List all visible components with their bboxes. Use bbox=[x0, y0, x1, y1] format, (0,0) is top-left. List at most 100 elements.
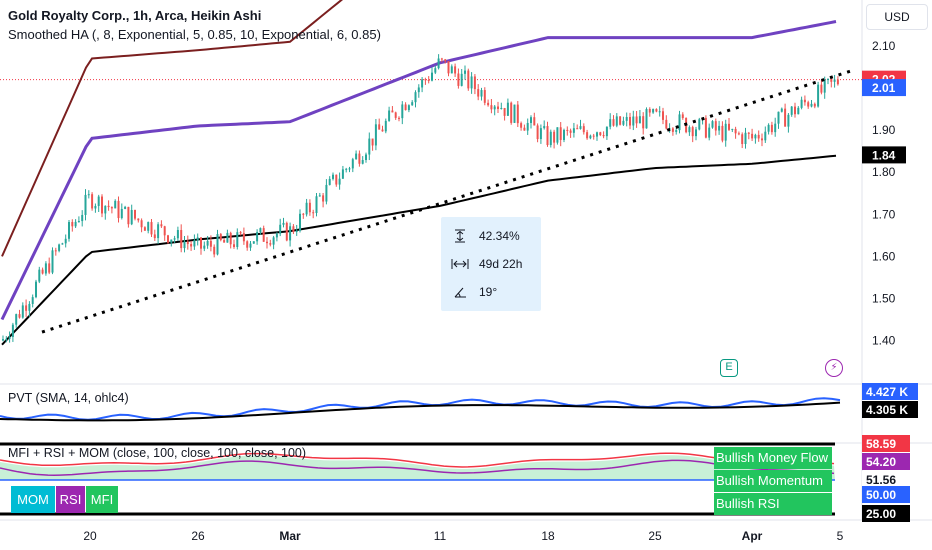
indicator-smoothed-ha-title[interactable]: Smoothed HA (, 8, Exponential, 5, 0.85, … bbox=[8, 27, 381, 42]
bear-candle bbox=[312, 212, 315, 214]
bear-candle bbox=[728, 123, 730, 130]
bull-candle bbox=[8, 337, 11, 339]
bull-candle bbox=[252, 241, 255, 244]
bull-candle bbox=[318, 195, 321, 197]
bull-candle bbox=[170, 239, 173, 243]
bear-candle bbox=[209, 240, 212, 247]
bull-candle bbox=[421, 79, 424, 88]
bull-candle bbox=[797, 107, 800, 115]
bull-candle bbox=[774, 123, 777, 133]
bear-candle bbox=[143, 227, 146, 231]
bull-candle bbox=[549, 131, 552, 146]
indicator-mfi-title[interactable]: MFI + RSI + MOM (close, 100, close, 100,… bbox=[8, 446, 307, 460]
bull-candle bbox=[130, 209, 133, 225]
bull-candle bbox=[513, 104, 516, 123]
bear-candle bbox=[566, 129, 569, 131]
price-label-bg bbox=[862, 146, 906, 164]
badge-rsi: Bullish RSI bbox=[714, 493, 832, 515]
bull-candle bbox=[632, 116, 635, 126]
dividend-event-icon[interactable]: ⚡ bbox=[825, 359, 843, 377]
bull-candle bbox=[203, 245, 206, 249]
bull-candle bbox=[114, 200, 117, 209]
bear-candle bbox=[246, 241, 249, 248]
bear-candle bbox=[186, 241, 189, 245]
price-label: 1.84 bbox=[872, 148, 896, 162]
price-label-bg bbox=[862, 79, 906, 97]
bull-candle bbox=[87, 194, 90, 196]
bull-candle bbox=[51, 250, 54, 273]
bull-candle bbox=[414, 92, 417, 103]
bear-candle bbox=[269, 243, 272, 245]
bear-candle bbox=[497, 106, 499, 109]
bull-candle bbox=[526, 122, 529, 131]
bear-candle bbox=[424, 79, 427, 81]
angle-icon bbox=[451, 283, 469, 301]
time-tick-label: 26 bbox=[191, 529, 205, 543]
osc-label: 50.00 bbox=[866, 488, 896, 502]
bear-candle bbox=[635, 116, 638, 124]
time-tick-label: 25 bbox=[648, 529, 662, 543]
time-tick-label: 5 bbox=[837, 529, 844, 543]
bear-candle bbox=[523, 127, 526, 131]
bull-candle bbox=[249, 243, 252, 248]
bull-candle bbox=[724, 123, 727, 141]
bear-candle bbox=[127, 206, 130, 225]
bear-candle bbox=[358, 153, 361, 164]
bull-candle bbox=[708, 127, 711, 138]
bull-candle bbox=[305, 202, 308, 215]
bull-candle bbox=[638, 116, 641, 124]
bear-candle bbox=[741, 134, 744, 145]
bear-candle bbox=[704, 117, 707, 138]
bull-candle bbox=[493, 106, 496, 110]
bear-candle bbox=[836, 79, 839, 85]
earnings-event-icon[interactable]: E bbox=[720, 359, 738, 377]
bear-candle bbox=[335, 174, 338, 185]
pvt-line bbox=[0, 397, 841, 421]
time-tick-label: 18 bbox=[541, 529, 555, 543]
bear-candle bbox=[487, 102, 490, 106]
bear-candle bbox=[734, 128, 737, 134]
bull-candle bbox=[530, 117, 532, 123]
legend-mom: MOM bbox=[11, 486, 55, 513]
bull-candle bbox=[470, 76, 473, 89]
bear-candle bbox=[457, 73, 460, 86]
bear-candle bbox=[483, 90, 486, 103]
bull-candle bbox=[539, 128, 542, 140]
measure-price-change: 42.34% bbox=[479, 229, 520, 243]
osc-label-bg bbox=[862, 505, 910, 522]
bull-candle bbox=[615, 116, 618, 126]
measure-price-row: 42.34% bbox=[451, 227, 520, 245]
price-tick-label: 2.10 bbox=[872, 39, 896, 53]
bull-candle bbox=[431, 72, 433, 81]
currency-button[interactable]: USD bbox=[866, 4, 928, 30]
bull-candle bbox=[74, 221, 77, 227]
bear-candle bbox=[553, 131, 556, 143]
bear-candle bbox=[153, 234, 156, 239]
bull-candle bbox=[61, 243, 64, 245]
bear-candle bbox=[761, 138, 763, 141]
bear-candle bbox=[576, 128, 579, 130]
time-range-icon bbox=[451, 255, 469, 273]
bear-candle bbox=[546, 126, 549, 146]
bull-candle bbox=[68, 222, 70, 239]
bull-candle bbox=[64, 238, 67, 244]
bull-candle bbox=[827, 78, 829, 80]
bull-candle bbox=[625, 117, 628, 121]
bear-candle bbox=[239, 232, 242, 234]
price-tick-label: 1.70 bbox=[872, 207, 896, 221]
bear-candle bbox=[200, 237, 202, 249]
rsi-line bbox=[0, 459, 835, 476]
bear-candle bbox=[223, 240, 226, 243]
bull-candle bbox=[787, 114, 790, 127]
bull-candle bbox=[658, 111, 661, 113]
bear-candle bbox=[292, 226, 295, 233]
bear-candle bbox=[398, 117, 400, 119]
bull-candle bbox=[384, 120, 387, 132]
bull-candle bbox=[711, 121, 714, 128]
bear-candle bbox=[599, 132, 602, 136]
bull-candle bbox=[609, 119, 612, 127]
bull-candle bbox=[480, 90, 483, 97]
bull-candle bbox=[58, 244, 61, 251]
indicator-pvt-title[interactable]: PVT (SMA, 14, ohlc4) bbox=[8, 391, 129, 405]
